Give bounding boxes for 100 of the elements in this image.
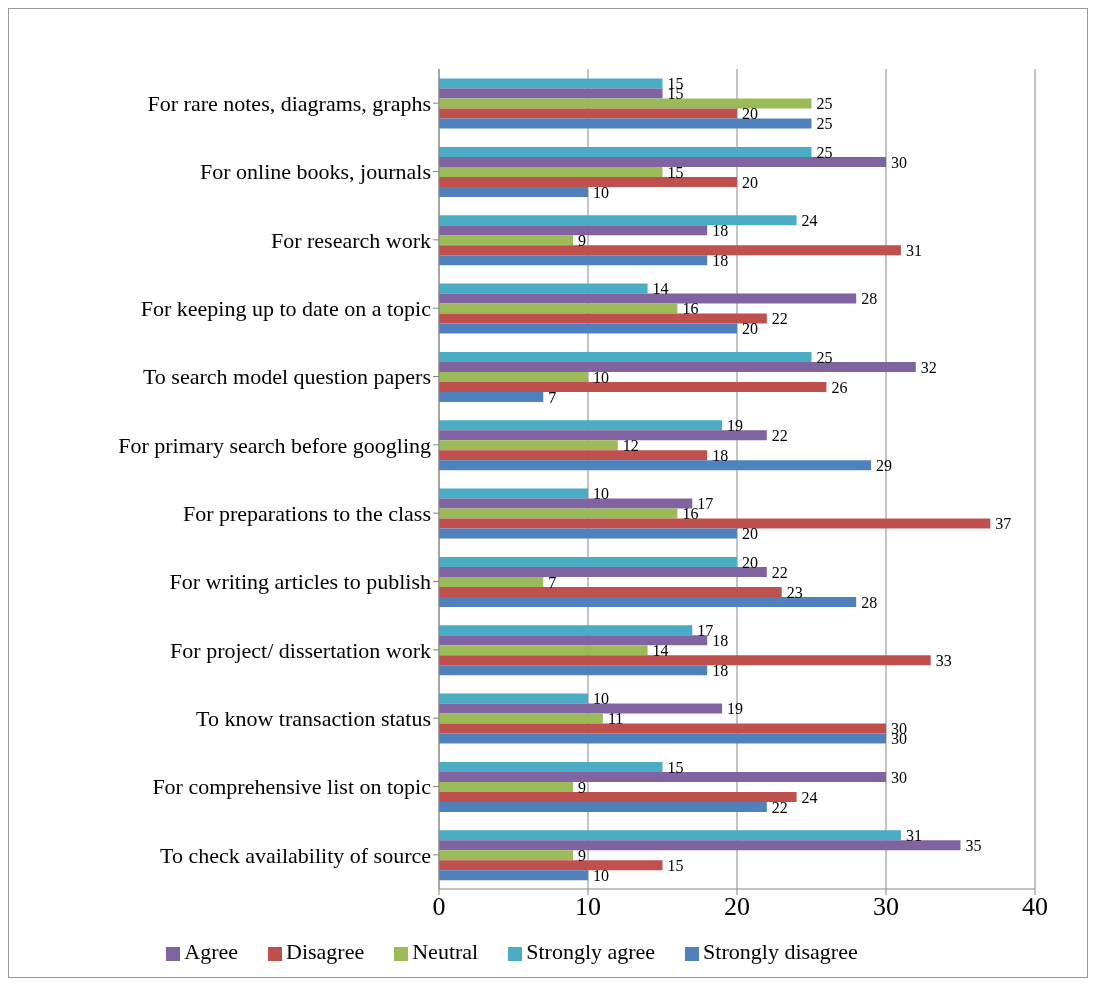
data-label: 25 — [816, 143, 833, 161]
data-label: 10 — [593, 690, 609, 708]
bar — [439, 235, 574, 246]
bar — [439, 566, 767, 577]
data-label: 29 — [876, 456, 893, 474]
data-label: 20 — [742, 105, 758, 123]
legend-label: Strongly disagree — [703, 939, 858, 964]
bar — [439, 361, 916, 372]
bar — [439, 781, 574, 792]
data-label: 16 — [682, 505, 699, 523]
bar — [439, 176, 737, 187]
bar — [439, 283, 648, 294]
x-tick-label: 0 — [432, 892, 446, 922]
bar — [439, 108, 737, 119]
bar — [439, 371, 588, 382]
data-label: 19 — [727, 700, 744, 718]
bar — [439, 556, 737, 567]
bar — [439, 850, 574, 861]
data-label: 25 — [816, 115, 833, 133]
bar — [439, 88, 663, 99]
data-label: 7 — [548, 573, 557, 591]
y-tick-label: For primary search before googling — [118, 432, 431, 458]
data-label: 15 — [667, 163, 684, 181]
y-tick-label: For research work — [270, 227, 431, 253]
data-label: 10 — [593, 866, 609, 884]
bar — [439, 693, 588, 704]
data-label: 10 — [593, 183, 609, 201]
bar — [439, 313, 767, 324]
y-tick-label: For project/ dissertation work — [170, 637, 431, 663]
data-label: 9 — [578, 846, 587, 864]
data-label: 17 — [697, 495, 714, 513]
y-tick-label: For online books, journals — [200, 159, 431, 185]
data-label: 25 — [816, 95, 833, 113]
bar — [439, 78, 663, 89]
x-tick-label: 30 — [873, 892, 899, 922]
bar — [439, 98, 812, 109]
data-label: 15 — [667, 758, 684, 776]
bar — [439, 665, 708, 676]
legend-label: Disagree — [286, 939, 365, 964]
bar — [439, 791, 797, 802]
data-label: 16 — [682, 300, 699, 318]
data-label: 18 — [712, 631, 729, 649]
data-label: 10 — [593, 485, 609, 503]
data-label: 18 — [712, 251, 729, 269]
bar — [439, 635, 708, 646]
bar — [439, 391, 544, 402]
x-tick-label: 10 — [575, 892, 601, 922]
data-label: 25 — [816, 348, 833, 366]
bar — [439, 156, 886, 167]
data-label: 35 — [965, 836, 982, 854]
data-label: 20 — [742, 320, 758, 338]
bar — [439, 713, 603, 724]
bar — [439, 830, 901, 841]
bar — [439, 576, 544, 587]
bar — [439, 430, 767, 441]
data-label: 31 — [905, 826, 922, 844]
bar — [439, 840, 961, 851]
bar — [439, 225, 708, 236]
bar — [439, 351, 812, 362]
data-label: 32 — [920, 358, 937, 376]
data-label: 18 — [712, 446, 729, 464]
data-label: 14 — [652, 641, 669, 659]
data-label: 22 — [771, 310, 788, 328]
data-label: 19 — [727, 416, 744, 434]
data-label: 24 — [801, 211, 818, 229]
data-label: 28 — [861, 593, 878, 611]
data-label: 23 — [786, 583, 803, 601]
data-label: 18 — [712, 221, 729, 239]
bar — [439, 733, 886, 744]
bar — [439, 245, 901, 256]
bar — [439, 625, 693, 636]
bar — [439, 118, 812, 129]
bar — [439, 460, 872, 471]
x-tick-label: 20 — [724, 892, 750, 922]
legend-label: Agree — [184, 939, 239, 964]
bar — [439, 323, 737, 334]
bar — [439, 801, 767, 812]
y-tick-label: For comprehensive list on topic — [152, 774, 432, 800]
data-label: 24 — [801, 788, 818, 806]
data-label: 22 — [771, 426, 788, 444]
y-tick-label: For rare notes, diagrams, graphs — [147, 90, 431, 116]
data-label: 20 — [742, 525, 758, 543]
bar — [439, 586, 782, 597]
legend-label: Neutral — [412, 939, 479, 964]
x-tick-label: 40 — [1022, 892, 1048, 922]
data-label: 22 — [771, 563, 788, 581]
data-label: 30 — [891, 153, 907, 171]
bar — [439, 771, 886, 782]
data-label: 18 — [712, 661, 729, 679]
y-tick-label: For writing articles to publish — [169, 569, 431, 595]
data-label: 9 — [578, 778, 587, 796]
bar — [439, 488, 588, 499]
bar — [439, 293, 857, 304]
data-label: 22 — [771, 798, 788, 816]
bar — [439, 723, 886, 734]
data-label: 33 — [935, 651, 952, 669]
bar — [439, 528, 737, 539]
bar — [439, 870, 588, 881]
bar — [439, 498, 693, 509]
legend-label: Strongly agree — [526, 939, 656, 964]
